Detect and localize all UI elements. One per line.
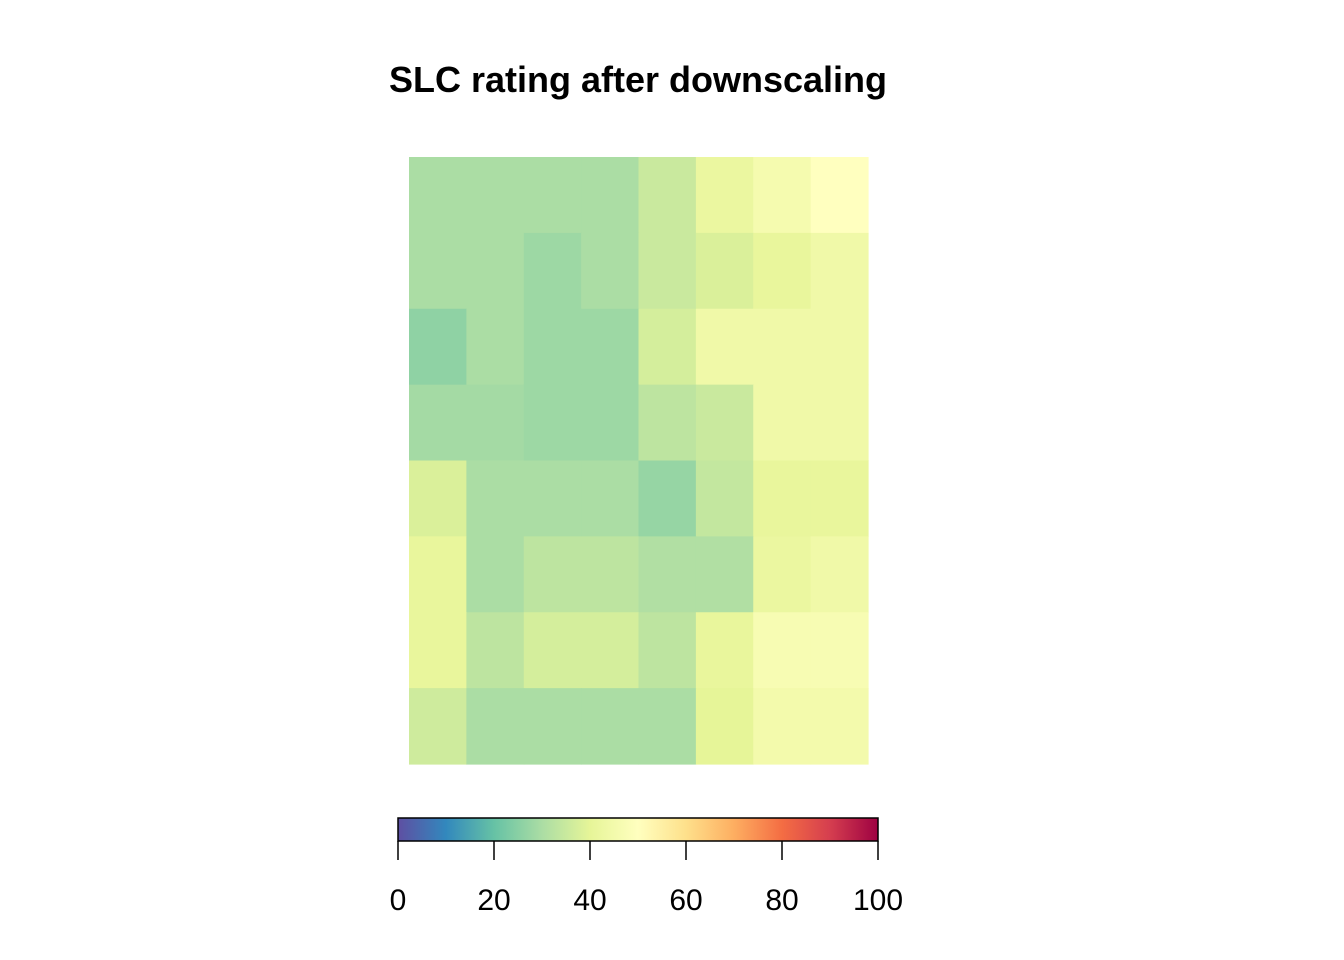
heatmap-grid xyxy=(409,157,869,765)
heatmap-cell xyxy=(466,536,525,613)
heatmap-cell xyxy=(810,536,869,613)
heatmap-cell xyxy=(753,460,812,537)
heatmap-cell xyxy=(581,612,640,689)
heatmap-cell xyxy=(753,384,812,462)
heatmap-cell xyxy=(409,688,467,765)
colorbar: 0 20 40 60 80 100 xyxy=(390,817,903,917)
heatmap-cell xyxy=(695,612,754,689)
heatmap-cell xyxy=(810,612,869,689)
heatmap-cell xyxy=(466,157,525,234)
colorbar-gradient-bar xyxy=(397,817,879,842)
heatmap-cell xyxy=(810,308,869,386)
heatmap-cell xyxy=(581,688,640,765)
heatmap-cell xyxy=(409,308,467,386)
heatmap-cell xyxy=(409,612,467,689)
heatmap-cell xyxy=(638,460,697,537)
heatmap-cell xyxy=(523,688,582,765)
heatmap-cell xyxy=(523,384,582,462)
heatmap-cell xyxy=(810,460,869,537)
heatmap-cell xyxy=(581,308,640,386)
heatmap-cell xyxy=(695,232,754,310)
heatmap-cell xyxy=(581,232,640,310)
heatmap-cell xyxy=(753,157,812,234)
heatmap-cell xyxy=(523,232,582,310)
heatmap-cell xyxy=(409,536,467,613)
colorbar-tick-label: 40 xyxy=(573,884,606,917)
heatmap-cell xyxy=(638,157,697,234)
heatmap-cell xyxy=(638,384,697,462)
heatmap-cell xyxy=(581,384,640,462)
heatmap-cell xyxy=(695,688,754,765)
heatmap-cell xyxy=(695,460,754,537)
heatmap-cell xyxy=(466,688,525,765)
heatmap-cell xyxy=(523,157,582,234)
colorbar-tick-label: 80 xyxy=(765,884,798,917)
heatmap-cell xyxy=(409,384,467,462)
colorbar-tick-label: 100 xyxy=(853,884,903,917)
heatmap-cell xyxy=(753,536,812,613)
heatmap-cell xyxy=(753,308,812,386)
heatmap-cell xyxy=(466,308,525,386)
heatmap-cell xyxy=(753,232,812,310)
heatmap-cell xyxy=(695,157,754,234)
heatmap-cell xyxy=(581,536,640,613)
heatmap-cell xyxy=(466,460,525,537)
heatmap-cell xyxy=(695,536,754,613)
heatmap-cell xyxy=(695,384,754,462)
heatmap-cell xyxy=(810,688,869,765)
heatmap-cell xyxy=(638,612,697,689)
heatmap-cell xyxy=(810,384,869,462)
heatmap-cell xyxy=(581,460,640,537)
heatmap-cell xyxy=(409,460,467,537)
colorbar-tick-label: 60 xyxy=(669,884,702,917)
colorbar-ticks: 0 20 40 60 80 100 xyxy=(390,841,903,917)
heatmap-cell xyxy=(409,157,467,234)
colorbar-tick-label: 0 xyxy=(390,884,407,917)
heatmap-cell xyxy=(810,157,869,234)
heatmap-cell xyxy=(466,612,525,689)
heatmap-cell xyxy=(523,460,582,537)
heatmap-cell xyxy=(466,232,525,310)
heatmap-cell xyxy=(638,232,697,310)
heatmap-cell xyxy=(523,612,582,689)
heatmap-cell xyxy=(523,308,582,386)
heatmap-cell xyxy=(810,232,869,310)
heatmap-cell xyxy=(581,157,640,234)
heatmap-cell xyxy=(638,688,697,765)
heatmap-cell xyxy=(523,536,582,613)
heatmap-cell xyxy=(695,308,754,386)
heatmap-cell xyxy=(638,308,697,386)
heatmap-cell xyxy=(409,232,467,310)
heatmap-cell xyxy=(466,384,525,462)
chart-title: SLC rating after downscaling xyxy=(389,59,887,100)
heatmap-cell xyxy=(638,536,697,613)
heatmap-cell xyxy=(753,688,812,765)
heatmap-cell xyxy=(753,612,812,689)
colorbar-tick-label: 20 xyxy=(477,884,510,917)
